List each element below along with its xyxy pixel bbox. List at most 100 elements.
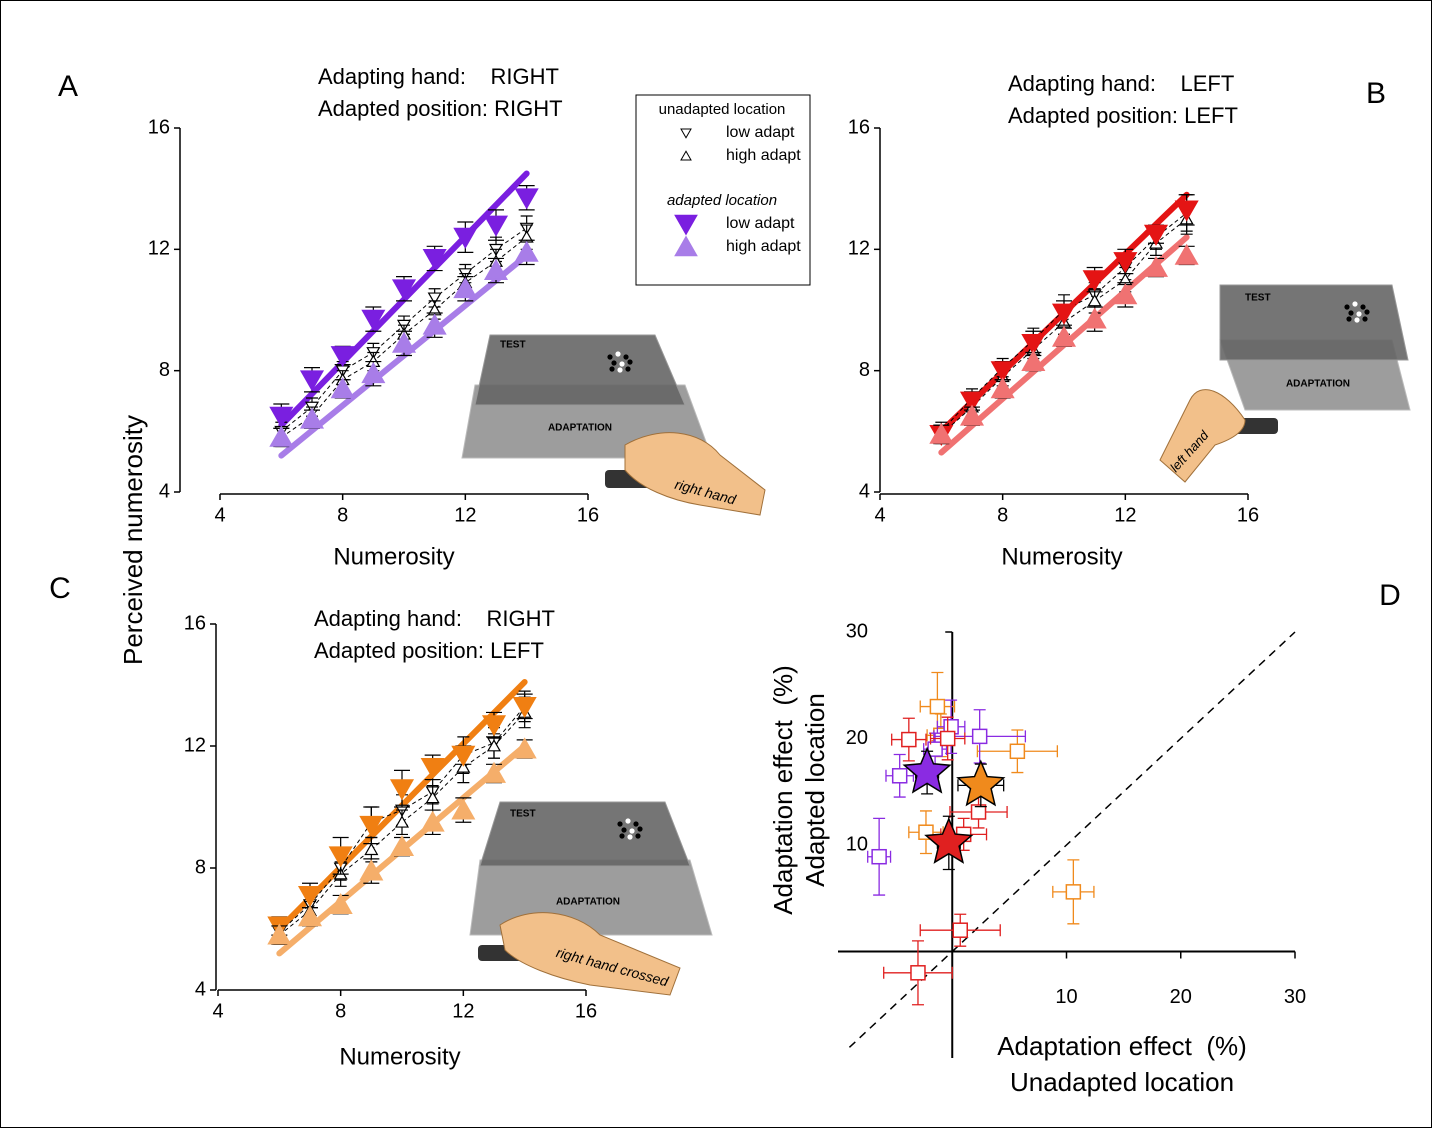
data-point (451, 798, 476, 820)
data-point (1009, 743, 1026, 760)
legend-box (635, 94, 811, 286)
x-axis-label: Adaptation effect (%) (997, 1031, 1247, 1061)
legend-marker (680, 128, 692, 139)
data-point (481, 761, 507, 783)
y-tick-label: 30 (846, 620, 868, 642)
data-point (514, 188, 539, 210)
data-point (361, 309, 386, 331)
data-point (269, 425, 294, 447)
x-tick-label: 12 (454, 504, 476, 526)
data-point (359, 859, 384, 881)
x-tick-label: 30 (1284, 986, 1306, 1008)
dot (633, 821, 639, 827)
data-point (1082, 270, 1107, 292)
x-tick-label: 20 (1170, 986, 1192, 1008)
data-point (1143, 224, 1169, 246)
legend-label: low adapt (726, 215, 795, 232)
y-tick-label: 16 (848, 116, 870, 138)
data-point (297, 886, 323, 908)
data-point (483, 215, 509, 237)
data-point (1021, 333, 1046, 356)
dot (627, 359, 633, 365)
dot (1346, 316, 1352, 322)
dot (619, 361, 625, 367)
adaptation-label: ADAPTATION (1286, 379, 1350, 390)
data-point (453, 277, 478, 299)
data-point (959, 391, 985, 413)
x-tick-label: 8 (997, 504, 1008, 526)
y-tick-label: 4 (195, 978, 206, 1000)
data-point (299, 370, 325, 392)
y-tick-label: 20 (846, 727, 868, 749)
legend-group-title: unadapted location (659, 101, 786, 118)
data-point (267, 923, 292, 945)
dot (623, 354, 629, 360)
x-tick-label: 10 (1055, 986, 1077, 1008)
mean-star (924, 816, 974, 864)
dot (1348, 310, 1354, 316)
data-point (486, 739, 502, 752)
dot (1352, 301, 1358, 307)
data-point (939, 730, 956, 747)
data-point (299, 407, 325, 429)
data-point (359, 815, 384, 837)
dot (625, 818, 631, 824)
data-point (427, 292, 442, 305)
test-plane (479, 801, 691, 867)
legend-group-title: adapted location (667, 192, 777, 209)
dot (637, 826, 643, 832)
dot (617, 821, 623, 827)
data-point (361, 362, 386, 384)
hand (499, 912, 681, 996)
legend-label: high adapt (726, 238, 801, 255)
data-point (1174, 200, 1199, 222)
y-tick-label: 8 (195, 856, 206, 878)
data-point (389, 834, 415, 857)
data-point (970, 804, 987, 820)
data-point (1051, 325, 1077, 347)
data-point (364, 842, 379, 856)
data-point (328, 892, 353, 914)
panel-title: Adapting hand: LEFT (1008, 71, 1234, 96)
y-tick-label: 8 (859, 359, 870, 381)
data-point (1174, 243, 1199, 265)
legend-marker (680, 150, 692, 161)
x-axis-label: Numerosity (1001, 543, 1122, 570)
panel-title: Adapting hand: RIGHT (314, 606, 555, 631)
data-point (420, 810, 445, 832)
y-tick-label: 4 (859, 480, 870, 502)
dot (619, 833, 625, 839)
data-point (1021, 349, 1046, 371)
data-point (901, 731, 917, 748)
data-point (1113, 283, 1138, 305)
data-point (929, 698, 946, 715)
data-point (871, 848, 887, 865)
data-point (422, 313, 447, 335)
adaptation-label: ADAPTATION (548, 423, 612, 434)
hand (624, 432, 766, 516)
data-point (512, 737, 537, 759)
data-point (1065, 884, 1082, 900)
test-plane (1219, 284, 1409, 361)
x-tick-label: 12 (1114, 504, 1136, 526)
data-point (971, 728, 988, 745)
data-point (297, 905, 323, 927)
dot (1354, 317, 1360, 323)
data-point (1087, 293, 1102, 307)
data-point (514, 240, 539, 262)
dot (1360, 304, 1366, 310)
dot (1362, 316, 1368, 322)
data-point (959, 404, 985, 426)
panel-title: Adapting hand: RIGHT (318, 64, 559, 89)
data-point (512, 696, 537, 719)
legend-marker (674, 235, 698, 257)
dot (621, 827, 627, 833)
y-tick-label: 12 (184, 734, 206, 756)
x-tick-label: 16 (1237, 504, 1259, 526)
data-point (330, 377, 355, 399)
data-point (328, 846, 353, 868)
dot (635, 833, 641, 839)
y-axis-label: Adaptation effect (%) (768, 665, 798, 915)
dot (611, 360, 617, 366)
